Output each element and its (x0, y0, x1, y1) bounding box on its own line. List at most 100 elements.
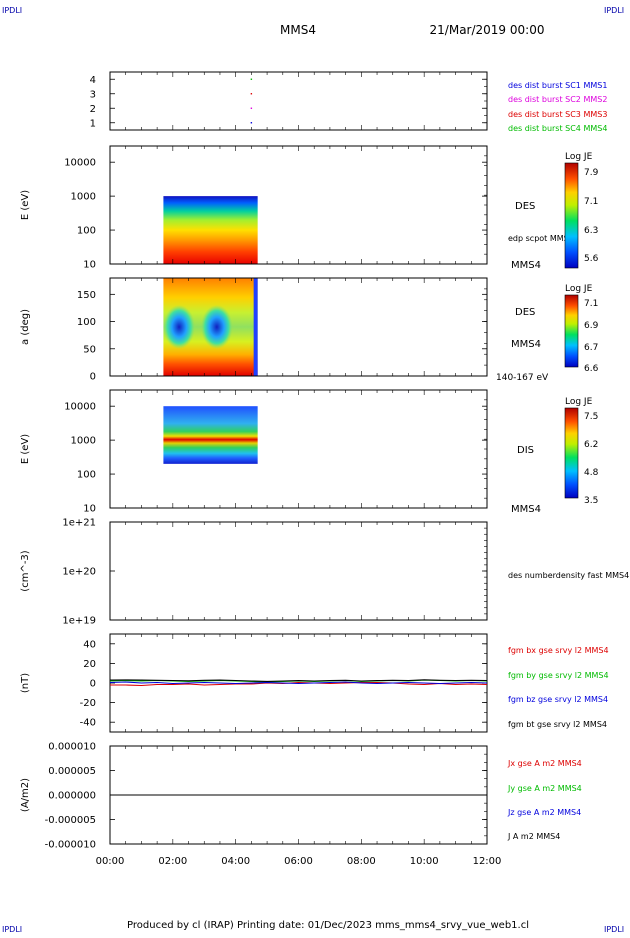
ytick-label-dis-energy: 100 (77, 470, 96, 481)
des-pitch-label: DES (515, 307, 535, 318)
plot-datetime: 21/Mar/2019 00:00 (430, 23, 545, 37)
ytick-label-des-energy: 100 (77, 226, 96, 237)
cbar-des-pitch (564, 294, 579, 368)
corner-label-top-right: IPDLI (604, 6, 624, 15)
des-energy-ylabel: E (eV) (20, 190, 31, 220)
des-pitch-sc-label: MMS4 (511, 339, 541, 350)
plot-title: MMS4 (280, 23, 316, 37)
ytick-label-burst: 2 (90, 104, 96, 115)
legend-by: fgm by gse srvy l2 MMS4 (508, 671, 609, 680)
cbar-des-pitch-tick-2: 6.9 (584, 321, 599, 331)
panel-des-energy: 10 100 1000 10000 E (eV) DES edp scpot MMS4… (20, 145, 599, 271)
des-pitch-spots (163, 305, 233, 349)
burst-point (250, 78, 253, 80)
scpot-label: edp scpot MMS4 (508, 234, 574, 243)
time-tick-label: 12:00 (473, 856, 502, 867)
ytick-label-bfield: 0 (90, 679, 96, 690)
ytick-label-bfield: 20 (83, 659, 96, 670)
panel-density: 1e+19 1e+20 1e+21 (cm^-3) des numberdensit… (20, 518, 629, 627)
panel-bfield: -40 -20 0 20 40 (nT) fgm bx gse srvy l2 MMS4… (20, 633, 609, 733)
ytick-label-dis-energy: 10000 (64, 402, 96, 413)
legend-j: J A m2 MMS4 (507, 832, 560, 841)
burst-point (250, 93, 253, 95)
cbar-des-pitch-title: Log JE (565, 284, 593, 294)
legend-bz: fgm bz gse srvy l2 MMS4 (508, 695, 608, 704)
legend-bt: fgm bt gse srvy l2 MMS4 (508, 720, 607, 729)
corner-label-bottom-right: IPDLI (604, 925, 624, 934)
panel-current: -0.000010 -0.000005 0.000000 0.000005 0.0000… (20, 72, 582, 867)
time-tick-label: 08:00 (347, 856, 376, 867)
bfield-line (109, 681, 488, 685)
burst-point (250, 107, 253, 109)
ytick-label-des-energy: 1000 (71, 192, 96, 203)
dis-energy-ylabel: E (eV) (20, 434, 31, 464)
ytick-label-bfield: 40 (83, 639, 96, 650)
pitch-hole (163, 305, 196, 349)
ytick-label-bfield: -40 (80, 718, 96, 729)
ytick-label-des-energy: 10 (83, 260, 96, 271)
ytick-label-burst: 1 (90, 118, 96, 129)
cbar-dis-tick-4: 3.5 (584, 496, 598, 506)
legend-jx: Jx gse A m2 MMS4 (507, 759, 582, 768)
ytick-label-des-energy: 10000 (64, 158, 96, 169)
panel-des-pitch-yticks: 0 50 100 150 (77, 288, 487, 383)
cbar-dis (564, 407, 579, 499)
ytick-label-current: 0.000000 (48, 791, 96, 802)
panel-dis-energy-yticks: 10 100 1000 10000 (64, 399, 487, 515)
des-energy-sc-label: MMS4 (511, 260, 541, 271)
panel-bfield-lines (109, 679, 488, 687)
burst-point (250, 122, 253, 124)
corner-label-bottom-left: IPDLI (2, 925, 22, 934)
bfield-line (109, 679, 488, 682)
legend-bx: fgm bx gse srvy l2 MMS4 (508, 646, 609, 655)
cbar-des-energy-tick-3: 6.3 (584, 226, 598, 236)
legend-burst-sc3: des dist burst SC3 MMS3 (508, 110, 607, 119)
panel-current-yticks: -0.000010 -0.000005 0.000000 0.000005 0.0000… (45, 742, 487, 851)
ytick-label-des-pitch: 150 (77, 290, 96, 301)
legend-jz: Jz gse A m2 MMS4 (507, 808, 581, 817)
cbar-des-energy-tick-1: 7.9 (584, 168, 599, 178)
cbar-dis-tick-3: 4.8 (584, 468, 599, 478)
legend-burst-sc2: des dist burst SC2 MMS2 (508, 95, 607, 104)
panel-des-pitch: 0 50 100 150 a (deg) DES MMS4 140-167 eV Lo… (20, 277, 599, 383)
ytick-label-current: -0.000010 (45, 840, 96, 851)
des-pitch-ylabel: a (deg) (20, 309, 31, 345)
des-pitch-edge-strip (253, 278, 258, 376)
cbar-des-energy (564, 162, 579, 269)
panel-bfield-yticks: -40 -20 0 20 40 (80, 639, 487, 729)
panel-burst: 1 2 3 4 des dist burst SC1 MMS1 des dist bu… (90, 71, 607, 133)
time-tick-label: 02:00 (158, 856, 187, 867)
bfield-line (110, 681, 488, 687)
cbar-des-energy-tick-4: 5.6 (584, 254, 599, 264)
legend-jy: Jy gse A m2 MMS4 (507, 784, 582, 793)
cbar-des-pitch-tick-4: 6.6 (584, 364, 599, 374)
ytick-label-des-pitch: 100 (77, 317, 96, 328)
des-pitch-energy-range: 140-167 eV (496, 373, 549, 383)
ytick-label-dis-energy: 1000 (71, 436, 96, 447)
panel-des-energy-yticks: 10 100 1000 10000 (64, 155, 487, 271)
time-tick-label: 06:00 (284, 856, 313, 867)
ytick-label-current: 0.000010 (48, 742, 96, 753)
ytick-label-burst: 3 (90, 89, 96, 100)
des-energy-heatmap (163, 196, 258, 264)
cbar-des-pitch-tick-1: 7.1 (584, 299, 598, 309)
pitch-hole (200, 305, 233, 349)
panel-density-yticks: 1e+19 1e+20 1e+21 (62, 518, 487, 627)
panel-burst-yticks: 1 2 3 4 (90, 75, 487, 129)
time-tick-label: 00:00 (96, 856, 125, 867)
ytick-label-des-pitch: 0 (90, 372, 96, 383)
ytick-label-des-pitch: 50 (83, 344, 96, 355)
ytick-label-bfield: -20 (80, 698, 96, 709)
panel-burst-points (250, 78, 253, 124)
cbar-dis-title: Log JE (565, 397, 593, 407)
bfield-ylabel: (nT) (20, 673, 31, 693)
cbar-dis-tick-2: 6.2 (584, 440, 598, 450)
footer-credit: Produced by cl (IRAP) Printing date: 01/… (127, 920, 529, 931)
dis-energy-sc-label: MMS4 (511, 504, 541, 515)
ytick-label-density: 1e+21 (62, 518, 96, 529)
time-axis-ticks: 00:00 02:00 04:00 06:00 08:00 10:00 12:00 (96, 72, 502, 867)
legend-burst-sc4: des dist burst SC4 MMS4 (508, 124, 607, 133)
panel-density-frame (109, 521, 488, 621)
